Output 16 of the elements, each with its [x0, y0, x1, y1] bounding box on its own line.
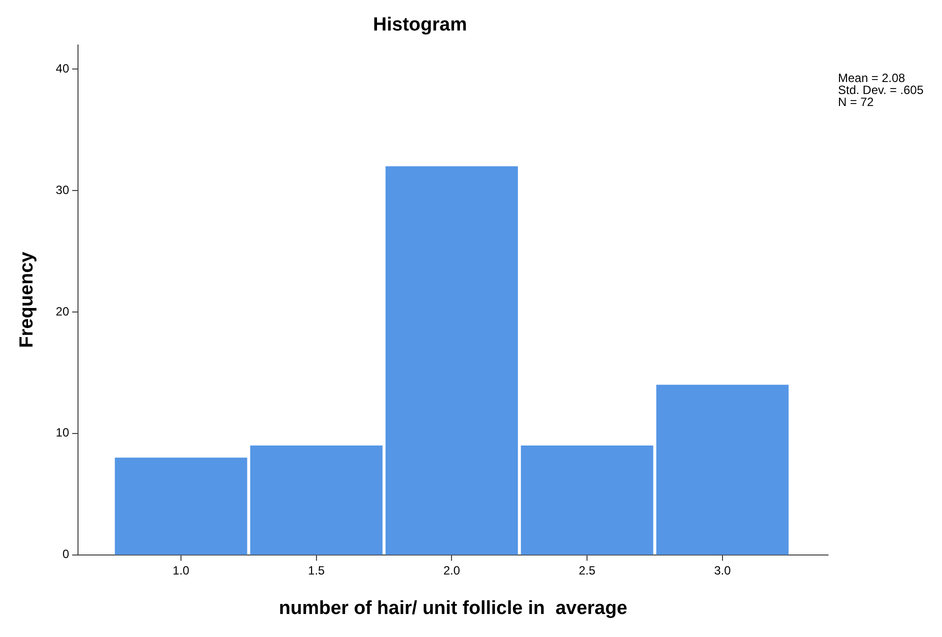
x-tick-label: 1.5: [308, 563, 326, 578]
x-tick-label: 1.0: [172, 563, 190, 578]
y-axis-title: Frequency: [16, 251, 38, 348]
x-axis-title: number of hair/ unit follicle in average: [278, 598, 628, 619]
x-tick-label: 2.5: [578, 563, 596, 578]
y-tick-label: 10: [56, 426, 70, 440]
y-tick-label: 20: [56, 304, 70, 318]
text: N = 72: [838, 95, 874, 110]
y-tick-label: 40: [56, 61, 70, 76]
text: Std. Dev. = .605: [838, 83, 924, 98]
text: Mean = 2.08: [838, 71, 906, 86]
y-tick-label: 30: [56, 182, 70, 197]
x-tick-label: 3.0: [714, 563, 732, 578]
y-tick-label: 0: [62, 547, 70, 562]
chart-title: Histogram: [373, 14, 467, 36]
x-tick-label: 2.0: [443, 563, 460, 578]
